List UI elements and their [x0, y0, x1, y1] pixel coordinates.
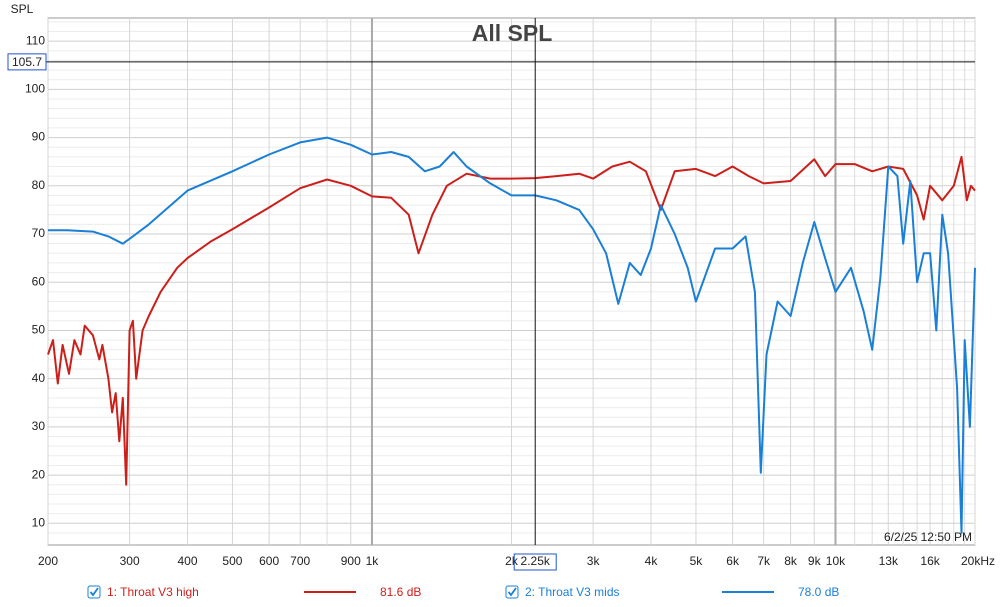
x-tick-label: 20kHz — [961, 554, 995, 568]
y-tick-label: 70 — [32, 226, 46, 240]
y-tick-label: 110 — [26, 33, 45, 47]
legend-readout: 81.6 dB — [380, 585, 421, 599]
x-tick-label: 10k — [826, 554, 846, 568]
x-tick-label: 3k — [587, 554, 601, 568]
x-tick-label: 5k — [690, 554, 704, 568]
x-tick-label: 13k — [879, 554, 899, 568]
x-tick-label: 500 — [222, 554, 242, 568]
x-tick-label: 7k — [757, 554, 771, 568]
y-tick-label: 80 — [32, 178, 46, 192]
legend-checkmark — [507, 587, 517, 597]
cursor-x-box — [513, 553, 557, 571]
cursor-y-label: 105.7 — [12, 55, 42, 69]
x-tick-label: 4k — [645, 554, 659, 568]
cursor-y-box — [7, 53, 47, 71]
y-tick-label: 60 — [32, 274, 46, 288]
legend-label[interactable]: 1: Throat V3 high — [107, 585, 199, 599]
y-axis-label: SPL — [11, 2, 34, 16]
x-tick-label: 400 — [178, 554, 198, 568]
y-tick-label: 40 — [32, 371, 46, 385]
chart-title: All SPL — [472, 20, 553, 46]
y-tick-label: 90 — [32, 130, 46, 144]
timestamp: 6/2/25 12:50 PM — [884, 530, 972, 544]
overlay: 105.7 2.25k — [7, 18, 975, 571]
legend-label[interactable]: 2: Throat V3 mids — [525, 585, 620, 599]
x-tick-label: 8k — [784, 554, 798, 568]
series-line — [47, 155, 976, 486]
x-tick-label: 16k — [920, 554, 940, 568]
x-tick-label: 9k — [808, 554, 822, 568]
series-lines — [47, 136, 976, 534]
legend-item: 2: Throat V3 mids 78.0 dB — [505, 585, 839, 599]
y-tick-label: 30 — [32, 419, 46, 433]
legend-item: 1: Throat V3 high 81.6 dB — [87, 585, 421, 599]
x-tick-label: 900 — [341, 554, 361, 568]
x-tick-label: 600 — [259, 554, 279, 568]
y-tick-label: 100 — [25, 82, 45, 96]
legend-checkbox[interactable] — [87, 585, 101, 599]
y-tick-label: 20 — [32, 467, 46, 481]
series-line — [48, 136, 976, 534]
cursor-x-label: 2.25k — [521, 554, 551, 568]
x-tick-label: 200 — [38, 554, 58, 568]
legend-checkbox[interactable] — [505, 585, 519, 599]
x-tick-label: 700 — [290, 554, 310, 568]
grid — [47, 18, 976, 545]
legend-checkmark — [89, 587, 99, 597]
x-tick-label: 1k — [366, 554, 380, 568]
y-tick-label: 50 — [32, 323, 46, 337]
x-tick-label: 6k — [726, 554, 740, 568]
x-tick-label: 300 — [120, 554, 140, 568]
x-tick-label: 2k — [505, 554, 519, 568]
legend-readout: 78.0 dB — [798, 585, 839, 599]
y-tick-label: 10 — [32, 515, 46, 529]
